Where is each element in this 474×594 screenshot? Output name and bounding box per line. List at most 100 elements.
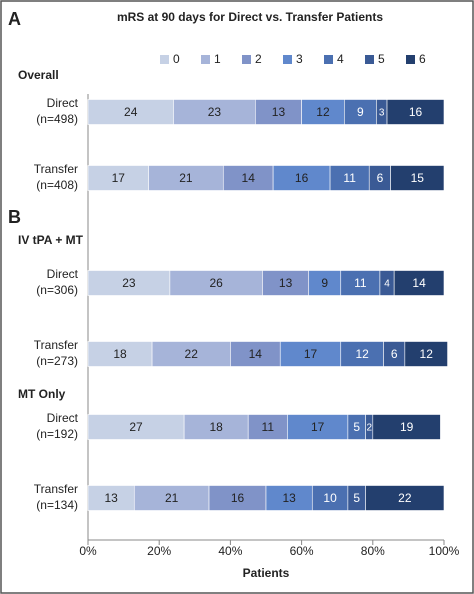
value-label: 11	[262, 420, 275, 434]
value-label: 16	[231, 491, 245, 505]
value-label: 26	[209, 276, 223, 290]
bar-segment	[390, 165, 445, 191]
legend-swatch	[283, 55, 292, 64]
x-tick-label: 60%	[290, 544, 314, 558]
bar-segment	[386, 99, 445, 125]
bar-segment	[365, 485, 445, 511]
bar-segment	[340, 341, 384, 367]
value-label: 6	[391, 347, 398, 361]
legend-label: 5	[378, 52, 385, 66]
legend-swatch	[365, 55, 374, 64]
value-label: 18	[113, 347, 127, 361]
y-tick-label: Transfer (n=408)	[34, 162, 78, 192]
category-line: Direct	[47, 267, 79, 281]
value-label: 14	[242, 171, 256, 185]
legend-label: 0	[173, 52, 180, 66]
bar-segment	[393, 270, 445, 296]
value-label: 11	[354, 276, 367, 290]
category-line: Direct	[47, 96, 79, 110]
value-label: 13	[279, 276, 293, 290]
bar-segment	[87, 485, 135, 511]
value-label: 2	[366, 423, 372, 434]
bar-segment	[87, 341, 153, 367]
value-label: 3	[379, 108, 385, 119]
value-label: 13	[104, 491, 118, 505]
bar-segment	[262, 270, 310, 296]
bar-segment	[255, 99, 302, 125]
value-label: 22	[398, 491, 412, 505]
bar-segment	[311, 485, 349, 511]
value-label: 10	[323, 491, 337, 505]
value-label: 22	[185, 347, 199, 361]
x-tick-label: 0%	[79, 544, 97, 558]
value-label: 9	[321, 276, 328, 290]
legend-label: 6	[419, 52, 426, 66]
value-label: 16	[409, 105, 423, 119]
value-label: 12	[420, 347, 434, 361]
bar-segment	[279, 341, 342, 367]
value-label: 12	[316, 105, 330, 119]
x-tick-label: 80%	[361, 544, 385, 558]
category-line: (n=273)	[36, 354, 78, 368]
value-label: 6	[377, 171, 384, 185]
value-label: 23	[208, 105, 222, 119]
group-label: Overall	[18, 68, 59, 82]
x-tick-label: 20%	[147, 544, 171, 558]
panel-letter: A	[8, 9, 21, 29]
x-axis-label: Patients	[243, 566, 290, 580]
bar-segment	[372, 414, 441, 440]
bar-segment	[329, 165, 370, 191]
y-tick-label: Transfer (n=134)	[34, 482, 78, 512]
value-label: 21	[179, 171, 193, 185]
category-line: Transfer	[34, 482, 78, 496]
value-label: 11	[343, 171, 356, 185]
category-line: (n=408)	[36, 178, 78, 192]
value-label: 14	[412, 276, 426, 290]
bar-segment	[222, 165, 274, 191]
category-line: Transfer	[34, 338, 78, 352]
value-label: 23	[122, 276, 136, 290]
bar-segment	[208, 485, 267, 511]
bar-segment	[148, 165, 224, 191]
category-line: (n=498)	[36, 112, 78, 126]
value-label: 19	[400, 420, 414, 434]
category-line: (n=192)	[36, 427, 78, 441]
bar-segment	[340, 270, 381, 296]
value-label: 17	[304, 347, 318, 361]
value-label: 17	[311, 420, 325, 434]
legend-swatch	[406, 55, 415, 64]
category-line: Transfer	[34, 162, 78, 176]
panel-letter: B	[8, 207, 21, 227]
y-tick-label: Direct (n=306)	[36, 267, 78, 297]
x-tick-label: 40%	[218, 544, 242, 558]
value-label: 16	[295, 171, 309, 185]
legend-label: 4	[337, 52, 344, 66]
legend-swatch	[160, 55, 169, 64]
category-line: (n=134)	[36, 498, 78, 512]
x-tick-label: 100%	[429, 544, 460, 558]
legend-label: 2	[255, 52, 262, 66]
bar-segment	[287, 414, 349, 440]
y-tick-label: Transfer (n=273)	[34, 338, 78, 368]
value-label: 15	[411, 171, 425, 185]
value-label: 27	[129, 420, 143, 434]
value-label: 12	[355, 347, 369, 361]
bar-segment	[173, 99, 256, 125]
value-label: 9	[357, 105, 364, 119]
value-label: 18	[209, 420, 223, 434]
legend-swatch	[324, 55, 333, 64]
bar-segment	[169, 270, 263, 296]
bar-segment	[133, 485, 210, 511]
bar-segment	[183, 414, 249, 440]
value-label: 5	[353, 491, 360, 505]
chart-title: mRS at 90 days for Direct vs. Transfer P…	[117, 10, 383, 24]
value-label: 17	[112, 171, 126, 185]
y-tick-label: Direct (n=192)	[36, 411, 78, 441]
value-label: 13	[272, 105, 286, 119]
value-label: 4	[384, 279, 390, 290]
y-tick-label: Direct (n=498)	[36, 96, 78, 126]
category-line: Direct	[47, 411, 79, 425]
bar-segment	[247, 414, 288, 440]
value-label: 21	[165, 491, 179, 505]
